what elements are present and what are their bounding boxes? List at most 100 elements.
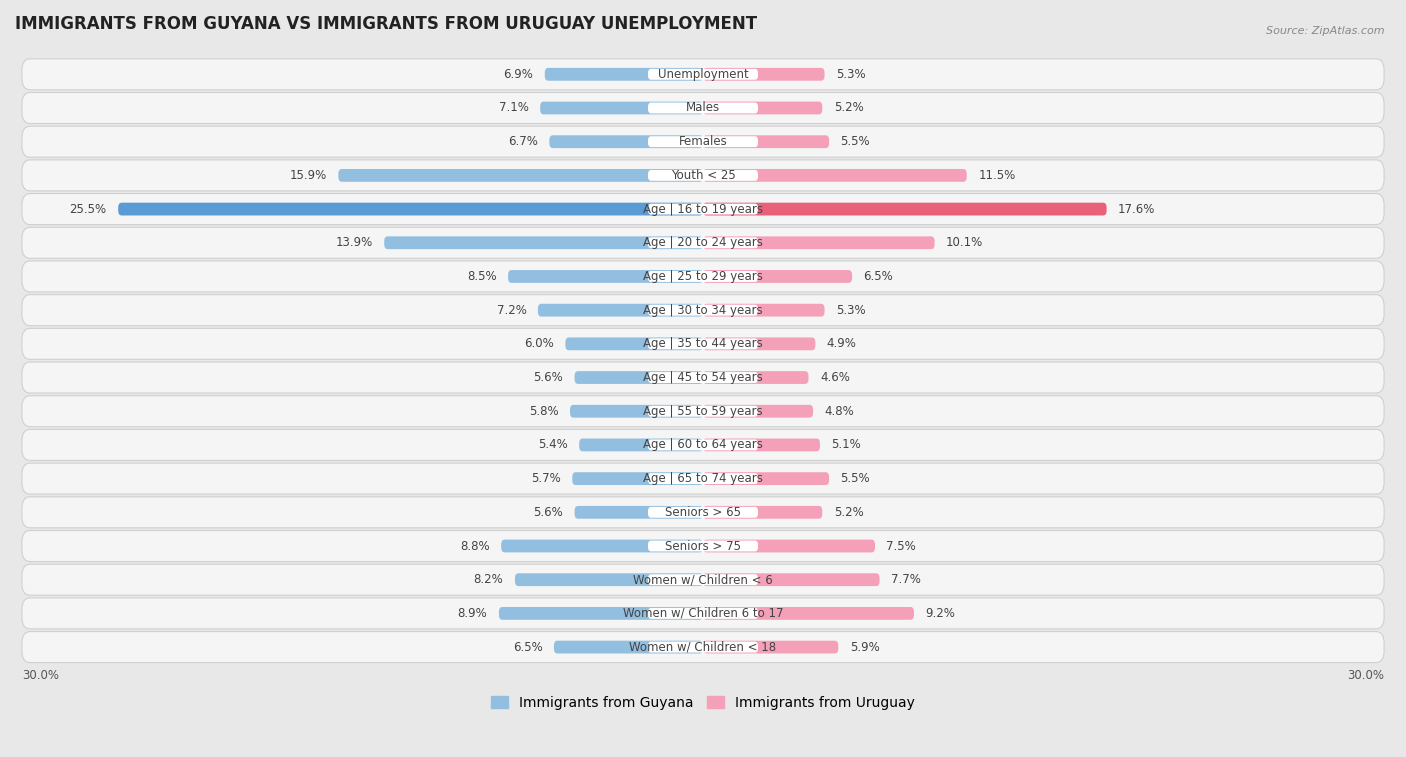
Text: Age | 16 to 19 years: Age | 16 to 19 years xyxy=(643,203,763,216)
Text: 6.5%: 6.5% xyxy=(513,640,543,653)
FancyBboxPatch shape xyxy=(648,372,758,383)
Text: 4.6%: 4.6% xyxy=(820,371,849,384)
FancyBboxPatch shape xyxy=(703,607,914,620)
FancyBboxPatch shape xyxy=(703,540,875,553)
FancyBboxPatch shape xyxy=(550,136,703,148)
FancyBboxPatch shape xyxy=(648,440,758,450)
Text: 7.7%: 7.7% xyxy=(891,573,921,586)
Text: 25.5%: 25.5% xyxy=(70,203,107,216)
Text: Source: ZipAtlas.com: Source: ZipAtlas.com xyxy=(1267,26,1385,36)
FancyBboxPatch shape xyxy=(703,573,880,586)
Text: Age | 30 to 34 years: Age | 30 to 34 years xyxy=(643,304,763,316)
FancyBboxPatch shape xyxy=(118,203,703,216)
FancyBboxPatch shape xyxy=(703,405,813,418)
Text: 30.0%: 30.0% xyxy=(1347,669,1384,682)
FancyBboxPatch shape xyxy=(569,405,703,418)
Text: 5.3%: 5.3% xyxy=(837,68,866,81)
Text: Age | 20 to 24 years: Age | 20 to 24 years xyxy=(643,236,763,249)
FancyBboxPatch shape xyxy=(648,642,758,653)
FancyBboxPatch shape xyxy=(703,203,1107,216)
Text: 8.5%: 8.5% xyxy=(467,270,496,283)
FancyBboxPatch shape xyxy=(648,170,758,181)
Text: Age | 25 to 29 years: Age | 25 to 29 years xyxy=(643,270,763,283)
Text: Seniors > 65: Seniors > 65 xyxy=(665,506,741,519)
Text: 6.7%: 6.7% xyxy=(508,136,538,148)
Text: 5.5%: 5.5% xyxy=(841,136,870,148)
FancyBboxPatch shape xyxy=(501,540,703,553)
FancyBboxPatch shape xyxy=(565,338,703,350)
Text: 5.8%: 5.8% xyxy=(529,405,558,418)
FancyBboxPatch shape xyxy=(22,160,1384,191)
Text: Females: Females xyxy=(679,136,727,148)
Text: 5.6%: 5.6% xyxy=(533,371,564,384)
Text: 13.9%: 13.9% xyxy=(336,236,373,249)
FancyBboxPatch shape xyxy=(703,68,824,81)
FancyBboxPatch shape xyxy=(579,438,703,451)
FancyBboxPatch shape xyxy=(22,429,1384,460)
FancyBboxPatch shape xyxy=(648,305,758,316)
FancyBboxPatch shape xyxy=(515,573,703,586)
FancyBboxPatch shape xyxy=(648,271,758,282)
Text: 8.9%: 8.9% xyxy=(458,607,488,620)
FancyBboxPatch shape xyxy=(22,194,1384,225)
FancyBboxPatch shape xyxy=(22,329,1384,360)
Text: 7.1%: 7.1% xyxy=(499,101,529,114)
Text: 5.1%: 5.1% xyxy=(831,438,862,451)
FancyBboxPatch shape xyxy=(22,497,1384,528)
FancyBboxPatch shape xyxy=(22,598,1384,629)
FancyBboxPatch shape xyxy=(22,564,1384,595)
FancyBboxPatch shape xyxy=(703,136,830,148)
FancyBboxPatch shape xyxy=(22,396,1384,427)
FancyBboxPatch shape xyxy=(575,506,703,519)
FancyBboxPatch shape xyxy=(648,136,758,147)
FancyBboxPatch shape xyxy=(703,101,823,114)
Text: Males: Males xyxy=(686,101,720,114)
FancyBboxPatch shape xyxy=(648,575,758,585)
Text: 30.0%: 30.0% xyxy=(22,669,59,682)
FancyBboxPatch shape xyxy=(554,640,703,653)
FancyBboxPatch shape xyxy=(703,472,830,485)
Text: IMMIGRANTS FROM GUYANA VS IMMIGRANTS FROM URUGUAY UNEMPLOYMENT: IMMIGRANTS FROM GUYANA VS IMMIGRANTS FRO… xyxy=(15,15,756,33)
FancyBboxPatch shape xyxy=(540,101,703,114)
FancyBboxPatch shape xyxy=(648,204,758,214)
FancyBboxPatch shape xyxy=(22,92,1384,123)
Text: Age | 65 to 74 years: Age | 65 to 74 years xyxy=(643,472,763,485)
Text: 8.2%: 8.2% xyxy=(474,573,503,586)
Text: 5.5%: 5.5% xyxy=(841,472,870,485)
Text: 6.0%: 6.0% xyxy=(524,338,554,350)
FancyBboxPatch shape xyxy=(703,338,815,350)
Text: Unemployment: Unemployment xyxy=(658,68,748,81)
Text: 7.2%: 7.2% xyxy=(496,304,526,316)
Text: 5.2%: 5.2% xyxy=(834,506,863,519)
Text: 17.6%: 17.6% xyxy=(1118,203,1156,216)
FancyBboxPatch shape xyxy=(22,261,1384,292)
Text: 6.5%: 6.5% xyxy=(863,270,893,283)
FancyBboxPatch shape xyxy=(648,473,758,484)
FancyBboxPatch shape xyxy=(648,69,758,79)
FancyBboxPatch shape xyxy=(703,169,967,182)
FancyBboxPatch shape xyxy=(648,540,758,551)
Text: Age | 35 to 44 years: Age | 35 to 44 years xyxy=(643,338,763,350)
Text: 10.1%: 10.1% xyxy=(946,236,983,249)
Text: 4.9%: 4.9% xyxy=(827,338,856,350)
Legend: Immigrants from Guyana, Immigrants from Uruguay: Immigrants from Guyana, Immigrants from … xyxy=(485,690,921,715)
Text: Women w/ Children < 6: Women w/ Children < 6 xyxy=(633,573,773,586)
FancyBboxPatch shape xyxy=(648,238,758,248)
FancyBboxPatch shape xyxy=(648,608,758,618)
FancyBboxPatch shape xyxy=(22,294,1384,326)
Text: 5.3%: 5.3% xyxy=(837,304,866,316)
FancyBboxPatch shape xyxy=(703,438,820,451)
FancyBboxPatch shape xyxy=(703,506,823,519)
Text: Age | 45 to 54 years: Age | 45 to 54 years xyxy=(643,371,763,384)
Text: 5.7%: 5.7% xyxy=(531,472,561,485)
FancyBboxPatch shape xyxy=(648,507,758,518)
Text: Age | 55 to 59 years: Age | 55 to 59 years xyxy=(643,405,763,418)
FancyBboxPatch shape xyxy=(22,227,1384,258)
Text: 6.9%: 6.9% xyxy=(503,68,533,81)
Text: Youth < 25: Youth < 25 xyxy=(671,169,735,182)
FancyBboxPatch shape xyxy=(508,270,703,283)
Text: 11.5%: 11.5% xyxy=(979,169,1015,182)
FancyBboxPatch shape xyxy=(22,531,1384,562)
FancyBboxPatch shape xyxy=(499,607,703,620)
FancyBboxPatch shape xyxy=(575,371,703,384)
